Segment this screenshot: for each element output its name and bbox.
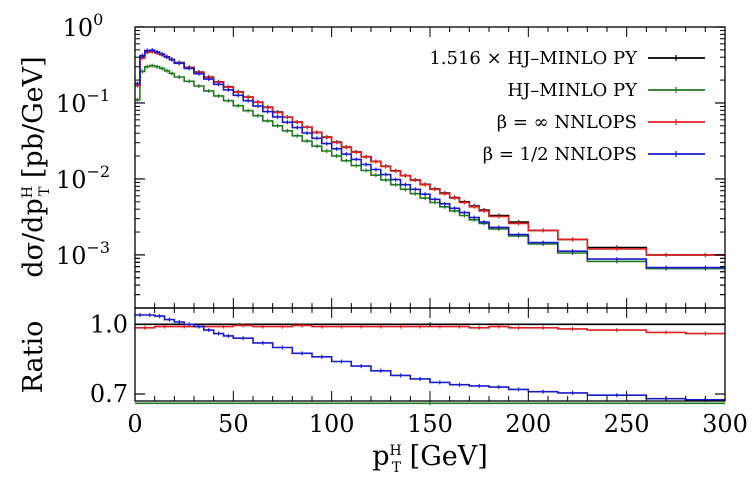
main-series-3-histogram xyxy=(135,49,725,269)
x-tick-label: 0 xyxy=(127,410,142,438)
x-tick-label: 50 xyxy=(218,410,249,438)
main-panel: 100 10−1 10−2 10−3 1.516 × HJ–MINLO PY HJ–MI… xyxy=(18,10,726,309)
main-y-tick-label: 10−1 xyxy=(56,86,110,118)
legend-label-0: 1.516 × HJ–MINLO PY xyxy=(429,48,638,69)
legend: 1.516 × HJ–MINLO PY HJ–MINLO PY β = ∞ NNLO… xyxy=(429,48,705,165)
x-tick-label: 300 xyxy=(702,410,748,438)
main-plot-series xyxy=(135,48,725,271)
legend-label-1: HJ–MINLO PY xyxy=(507,80,638,101)
legend-label-3: β = 1/2 NNLOPS xyxy=(483,144,637,165)
legend-label-2: β = ∞ NNLOPS xyxy=(497,112,637,133)
main-y-tick-label: 100 xyxy=(63,10,104,42)
main-series-1-histogram xyxy=(135,64,725,270)
ratio-y-tick-label: 1.0 xyxy=(90,310,128,338)
ratio-panel: 0.7 1.0 0 50 100 150 200 250 300 Ratio pH T [GeV] xyxy=(18,307,748,476)
main-y-tick-label: 10−3 xyxy=(56,238,110,270)
ratio-plot-frame xyxy=(134,307,726,402)
ratio-plot-series xyxy=(135,312,725,406)
main-plot-frame xyxy=(134,26,726,309)
x-tick-label: 100 xyxy=(309,410,355,438)
ratio-y-axis-label: Ratio xyxy=(18,321,49,394)
ratio-y-tick-label: 0.7 xyxy=(90,380,128,408)
main-y-axis-label: dσ/dpHT [pb/GeV] xyxy=(18,56,53,277)
main-y-tick-label: 10−2 xyxy=(56,162,110,194)
ratio-ticks: 0.7 1.0 0 50 100 150 200 250 300 xyxy=(90,308,748,438)
ratio-series-3-line xyxy=(135,314,725,401)
x-tick-label: 200 xyxy=(505,410,551,438)
x-tick-label: 250 xyxy=(604,410,650,438)
x-axis-label: pH T [GeV] xyxy=(372,441,488,476)
x-tick-label: 150 xyxy=(407,410,453,438)
